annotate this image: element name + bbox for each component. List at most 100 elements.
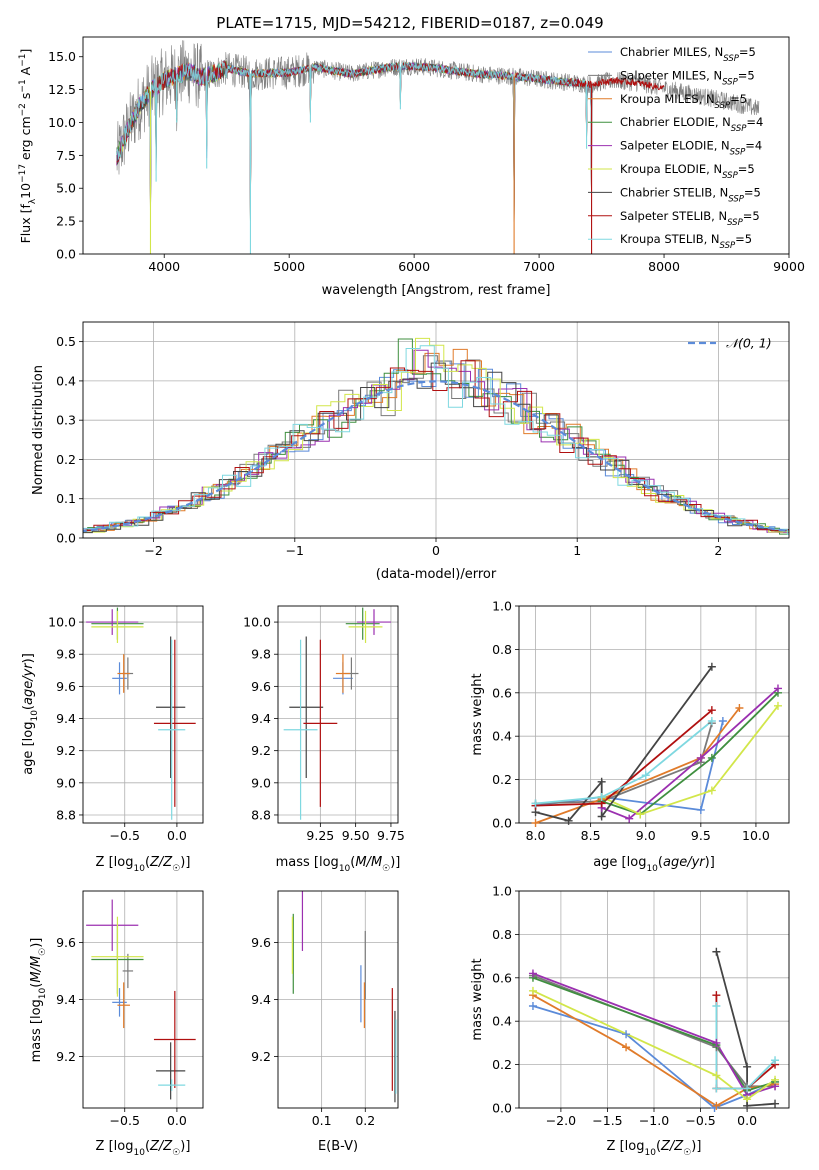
errorbar-point-se [86,609,139,635]
label-part: 10 [339,864,351,874]
axes-frame [82,36,790,255]
label-part: Salpeter ELODIE, N [620,139,730,153]
y-tick-label: 1.0 [492,884,512,899]
series-marker-km [622,1043,631,1052]
y-tick-label: 0.6 [492,685,512,700]
label-part: Chabrier ELODIE, N [620,115,731,129]
label-part: ( [656,1139,661,1154]
x-tick-label: 4000 [148,259,180,274]
label-part: ☉ [683,1148,691,1158]
x-tick-label: 0.0 [737,1113,757,1128]
label-part: 10 [133,1148,145,1158]
y-tick-label: 9.4 [251,711,271,726]
axes-age-vs-Z [83,606,203,823]
label-part: ☉ [172,864,180,874]
errorbar-point-cm [112,988,127,1017]
label-part: age [log [21,722,36,775]
y-axis-label: Flux [fλ10−17 erg cm−2 s−1 A−1] [18,49,38,244]
errorbar-point-cm [112,662,127,695]
series-marker-cs [743,1062,752,1071]
y-tick-label: 9.6 [251,935,271,950]
legend-label-ke: Kroupa ELODIE, NSSP=5 [620,162,755,181]
x-axis-label: age [log10(age/yr)] [593,855,715,874]
series-marker-ss [712,991,721,1000]
frame-massweight-vs-Z: −2.0 −1.5 −1.0 −0.5 0.0 0.0 0.2 0.4 0.6 0.8 1.0 [492,884,790,1128]
series-marker-se [528,969,537,978]
label-part: age [log [593,855,646,870]
x-tick-label: 8.0 [526,828,546,843]
y-tick-label: 9.2 [56,743,76,758]
y-tick-label: 0.3 [56,413,76,428]
label-part: −1 [18,79,28,92]
label-part: Salpeter STELIB, N [620,209,727,223]
label-part: M/M [29,956,44,983]
errorbar-point-cs [289,636,324,778]
label-part: A [18,66,33,79]
label-part: )] [705,855,715,870]
label-part: )] [21,653,36,663]
label-part: =5 [730,92,747,106]
x-tick-label: −1.0 [639,1113,669,1128]
label-part: M/M [355,855,382,870]
label-part: 10 [38,987,48,999]
label-part: Z/Z [149,855,173,870]
label-part: ☉ [382,864,390,874]
y-axis-label: age [log10(age/yr)] [21,653,40,775]
series-line-ks [535,720,713,805]
x-tick-label: 0 [432,543,440,558]
label-part: ( [145,855,150,870]
series-line-ks [715,1006,776,1090]
series-line-ke [601,705,779,816]
label-part: Salpeter MILES, N [620,68,722,82]
label-part: ( [658,855,663,870]
axes-age-vs-mass [278,606,398,823]
label-part: =4 [745,139,762,153]
series-line-se [601,687,779,820]
label-part: =5 [735,232,752,246]
label-part: Z [log [96,1139,134,1154]
label-part: )] [29,938,44,948]
y-tick-label: 8.8 [251,807,271,822]
label-part: ( [21,705,36,710]
histogram-ks [83,345,789,535]
label-part: SSP [722,171,738,181]
label-part: =5 [738,162,755,176]
label-part: SSP [722,77,738,87]
y-tick-label: 9.6 [56,935,76,950]
x-tick-label: −1.5 [592,1113,622,1128]
label-part: Flux [f [18,204,33,244]
y-tick-label: 0.8 [492,927,512,942]
legend-label-ks: Kroupa STELIB, NSSP=5 [620,232,752,251]
x-tick-label: 8000 [648,259,680,274]
y-tick-label: 0.0 [56,247,76,262]
frame-mass-vs-EBV: 0.1 0.2 9.2 9.4 9.6 [251,890,399,1128]
y-tick-label: 0.4 [492,729,512,744]
series-marker-cs [712,947,721,956]
series-line-cm [535,720,724,811]
x-tick-label: −0.5 [685,1113,715,1128]
label-part: )] [180,855,190,870]
series-marker-ke [712,1071,721,1080]
label-part: SSP [727,218,743,228]
label-part: age/yr [663,855,706,870]
y-tick-label: 0.2 [492,772,512,787]
x-axis-label: (data-model)/error [376,567,497,582]
series-marker-cs [597,777,606,786]
y-tick-label: 0.4 [56,373,76,388]
y-tick-label: 8.8 [56,807,76,822]
y-tick-label: 12.5 [48,82,76,97]
series-line-ss [715,995,776,1090]
frame-residuals: −2 −1 0 1 2 0.0 0.1 0.2 0.3 0.4 0.5 [56,321,790,558]
y-tick-label: 10.0 [48,615,76,630]
model-spectrum-ks [116,61,592,229]
y-axis-label: mass weight [470,958,485,1040]
label-part: SSP [728,194,744,204]
x-axis-label: wavelength [Angstrom, rest frame] [322,283,551,298]
series-line-ce [601,692,779,816]
y-tick-label: 0.6 [492,970,512,985]
y-tick-label: 9.8 [251,647,271,662]
axes-frame [277,605,399,824]
label-part: −1 [18,54,28,67]
series-marker-ks [707,717,716,726]
series-marker-ks [641,771,650,780]
